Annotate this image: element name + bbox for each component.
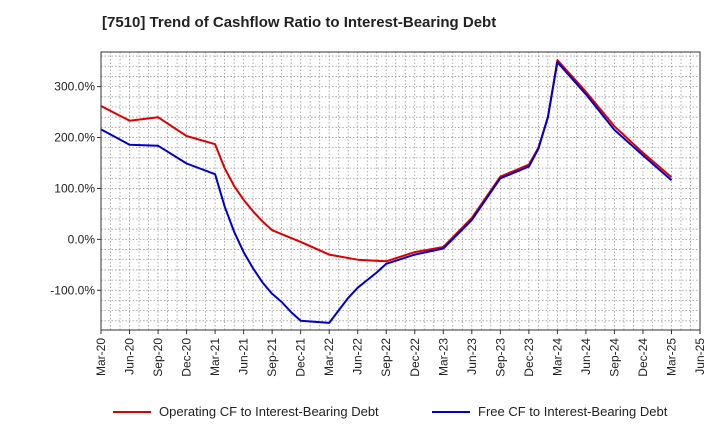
x-tick-label: Mar-21 [208, 338, 222, 376]
series-lines [100, 59, 673, 324]
x-tick-label: Mar-20 [94, 338, 108, 376]
chart-title: [7510] Trend of Cashflow Ratio to Intere… [102, 14, 497, 31]
x-tick-label: Jun-21 [237, 338, 251, 375]
plot-frame [100, 51, 701, 331]
x-tick-label: Dec-23 [522, 338, 536, 377]
x-tick-label: Jun-24 [579, 338, 593, 375]
x-tick-label: Dec-21 [294, 338, 308, 377]
y-tick-label: 100.0% [54, 181, 95, 195]
x-tick-label: Sep-24 [607, 338, 621, 377]
x-tick-label: Sep-23 [493, 338, 507, 377]
x-tick-label: Sep-22 [379, 338, 393, 377]
legend-item-operating: Operating CF to Interest-Bearing Debt [113, 404, 379, 419]
x-axis-ticks: Mar-20 Jun-20 Sep-20 Dec-20 Mar-21 Jun-21 Sep-… [94, 330, 707, 377]
x-tick-label: Mar-25 [664, 338, 678, 376]
x-tick-label: Sep-20 [151, 338, 165, 377]
x-tick-label: Jun-25 [693, 338, 707, 375]
legend-swatch-operating [113, 410, 151, 413]
legend: Operating CF to Interest-Bearing Debt Fr… [0, 404, 720, 426]
x-tick-label: Sep-21 [265, 338, 279, 377]
y-tick-label: 0.0% [68, 232, 96, 246]
x-tick-label: Jun-20 [123, 338, 137, 375]
y-tick-label: 300.0% [54, 80, 95, 94]
legend-swatch-free [432, 410, 470, 413]
x-tick-label: Dec-20 [180, 338, 194, 377]
grid-lines [100, 52, 701, 330]
y-axis-ticks: -100.0% 0.0% 100.0% 200.0% 300.0% [50, 80, 101, 297]
x-tick-label: Mar-22 [322, 338, 336, 376]
y-tick-label: -100.0% [50, 283, 95, 297]
x-tick-label: Dec-24 [636, 338, 650, 377]
x-tick-label: Mar-24 [550, 338, 564, 376]
x-tick-label: Jun-23 [465, 338, 479, 375]
legend-item-free: Free CF to Interest-Bearing Debt [432, 404, 667, 419]
legend-label-operating: Operating CF to Interest-Bearing Debt [159, 404, 379, 419]
series-line-free-cf [100, 61, 673, 324]
x-tick-label: Mar-23 [436, 338, 450, 376]
y-tick-label: 200.0% [54, 131, 95, 145]
legend-label-free: Free CF to Interest-Bearing Debt [478, 404, 668, 419]
x-tick-label: Jun-22 [351, 338, 365, 375]
x-tick-label: Dec-22 [408, 338, 422, 377]
